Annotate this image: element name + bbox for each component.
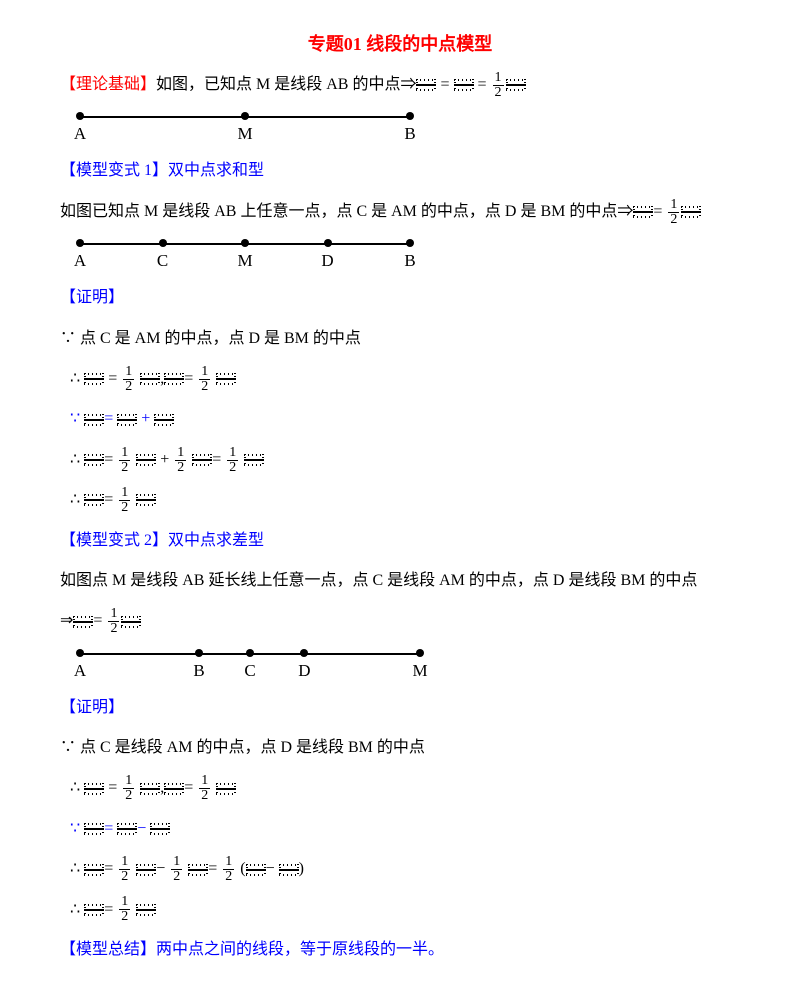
fraction: 12 bbox=[119, 446, 130, 475]
proof1-heading: 【证明】 bbox=[60, 283, 740, 313]
fraction: 12 bbox=[223, 855, 234, 884]
point-label: M bbox=[237, 124, 252, 144]
seg-icon bbox=[246, 864, 266, 876]
seg-icon bbox=[84, 414, 104, 426]
seg-icon bbox=[192, 454, 212, 466]
variant2-text: 如图点 M 是线段 AB 延长线上任意一点，点 C 是线段 AM 的中点，点 D… bbox=[60, 566, 740, 596]
page-title: 专题01 线段的中点模型 bbox=[60, 30, 740, 56]
variant1-label: 【模型变式 1】 bbox=[60, 162, 168, 179]
point-label: B bbox=[404, 124, 415, 144]
point-label: M bbox=[412, 661, 427, 681]
seg-icon bbox=[73, 616, 93, 628]
fraction: 12 bbox=[123, 365, 134, 394]
point-label: A bbox=[74, 124, 86, 144]
theory-heading: 【理论基础】 bbox=[60, 76, 156, 93]
proof1-line: ∴ = 12 ,= 12 bbox=[70, 364, 740, 394]
variant2-text2: ⇒= 12 bbox=[60, 606, 740, 636]
seg-icon bbox=[416, 79, 436, 91]
proof2-line: ∵ 点 C 是线段 AM 的中点，点 D 是线段 BM 的中点 bbox=[60, 733, 740, 763]
variant2-subtitle: 双中点求差型 bbox=[168, 532, 264, 549]
fraction: 12 bbox=[175, 446, 186, 475]
seg-icon bbox=[506, 79, 526, 91]
seg-icon bbox=[84, 454, 104, 466]
fraction: 12 bbox=[493, 71, 504, 100]
fraction: 12 bbox=[171, 855, 182, 884]
seg-icon bbox=[140, 783, 160, 795]
seg-icon bbox=[84, 373, 104, 385]
point-label: C bbox=[157, 251, 168, 271]
fraction: 12 bbox=[227, 446, 238, 475]
variant1-text: 如图已知点 M 是线段 AB 上任意一点，点 C 是 AM 的中点，点 D 是 … bbox=[60, 197, 740, 227]
theory-text: 如图，已知点 M 是线段 AB 的中点⇒ bbox=[156, 76, 416, 93]
point-label: C bbox=[244, 661, 255, 681]
seg-icon bbox=[164, 373, 184, 385]
proof1-line: ∴ = 12 bbox=[70, 485, 740, 515]
variant1-heading: 【模型变式 1】双中点求和型 bbox=[60, 156, 740, 186]
seg-icon bbox=[117, 823, 137, 835]
seg-icon bbox=[84, 864, 104, 876]
point-label: B bbox=[193, 661, 204, 681]
seg-icon bbox=[216, 373, 236, 385]
seg-icon bbox=[216, 783, 236, 795]
seg-icon bbox=[188, 864, 208, 876]
seg-icon bbox=[136, 904, 156, 916]
seg-icon bbox=[136, 494, 156, 506]
fraction: 12 bbox=[119, 895, 130, 924]
seg-icon bbox=[84, 823, 104, 835]
seg-icon bbox=[279, 864, 299, 876]
seg-icon bbox=[136, 454, 156, 466]
variant2-label: 【模型变式 2】 bbox=[60, 532, 168, 549]
seg-icon bbox=[681, 206, 701, 218]
summary-line: 【模型总结】两中点之间的线段，等于原线段的一半。 bbox=[60, 935, 740, 965]
proof2-line: ∵ = − bbox=[70, 814, 740, 844]
seg-icon bbox=[140, 373, 160, 385]
proof2-heading: 【证明】 bbox=[60, 693, 740, 723]
proof1-line: ∵ = + bbox=[70, 404, 740, 434]
summary-text: 两中点之间的线段，等于原线段的一半。 bbox=[156, 941, 444, 958]
diagram-3: A B C D M bbox=[80, 653, 740, 683]
proof1-line: ∴ = 12 + 12 = 12 bbox=[70, 445, 740, 475]
theory-line: 【理论基础】如图，已知点 M 是线段 AB 的中点⇒ = = 12 bbox=[60, 70, 740, 100]
point-label: D bbox=[298, 661, 310, 681]
proof2-line: ∴ = 12 bbox=[70, 895, 740, 925]
seg-icon bbox=[84, 494, 104, 506]
seg-icon bbox=[150, 823, 170, 835]
point-label: A bbox=[74, 251, 86, 271]
proof1-line: ∵ 点 C 是 AM 的中点，点 D 是 BM 的中点 bbox=[60, 324, 740, 354]
seg-icon bbox=[121, 616, 141, 628]
proof2-line: ∴ = 12 ,= 12 bbox=[70, 773, 740, 803]
variant1-subtitle: 双中点求和型 bbox=[168, 162, 264, 179]
diagram-1: A M B bbox=[80, 116, 740, 146]
proof2-line: ∴ = 12 − 12 = 12 (− ) bbox=[70, 854, 740, 884]
fraction: 12 bbox=[119, 855, 130, 884]
seg-icon bbox=[84, 783, 104, 795]
seg-icon bbox=[154, 414, 174, 426]
point-label: A bbox=[74, 661, 86, 681]
seg-icon bbox=[84, 904, 104, 916]
seg-icon bbox=[633, 206, 653, 218]
variant2-heading: 【模型变式 2】双中点求差型 bbox=[60, 526, 740, 556]
fraction: 12 bbox=[123, 774, 134, 803]
summary-heading: 【模型总结】 bbox=[60, 941, 156, 958]
point-label: D bbox=[321, 251, 333, 271]
fraction: 12 bbox=[199, 365, 210, 394]
seg-icon bbox=[164, 783, 184, 795]
fraction: 12 bbox=[199, 774, 210, 803]
diagram-2: A C M D B bbox=[80, 243, 740, 273]
point-label: B bbox=[404, 251, 415, 271]
point-label: M bbox=[237, 251, 252, 271]
fraction: 12 bbox=[119, 486, 130, 515]
seg-icon bbox=[244, 454, 264, 466]
seg-icon bbox=[454, 79, 474, 91]
seg-icon bbox=[117, 414, 137, 426]
seg-icon bbox=[136, 864, 156, 876]
fraction: 12 bbox=[668, 198, 679, 227]
fraction: 12 bbox=[108, 607, 119, 636]
